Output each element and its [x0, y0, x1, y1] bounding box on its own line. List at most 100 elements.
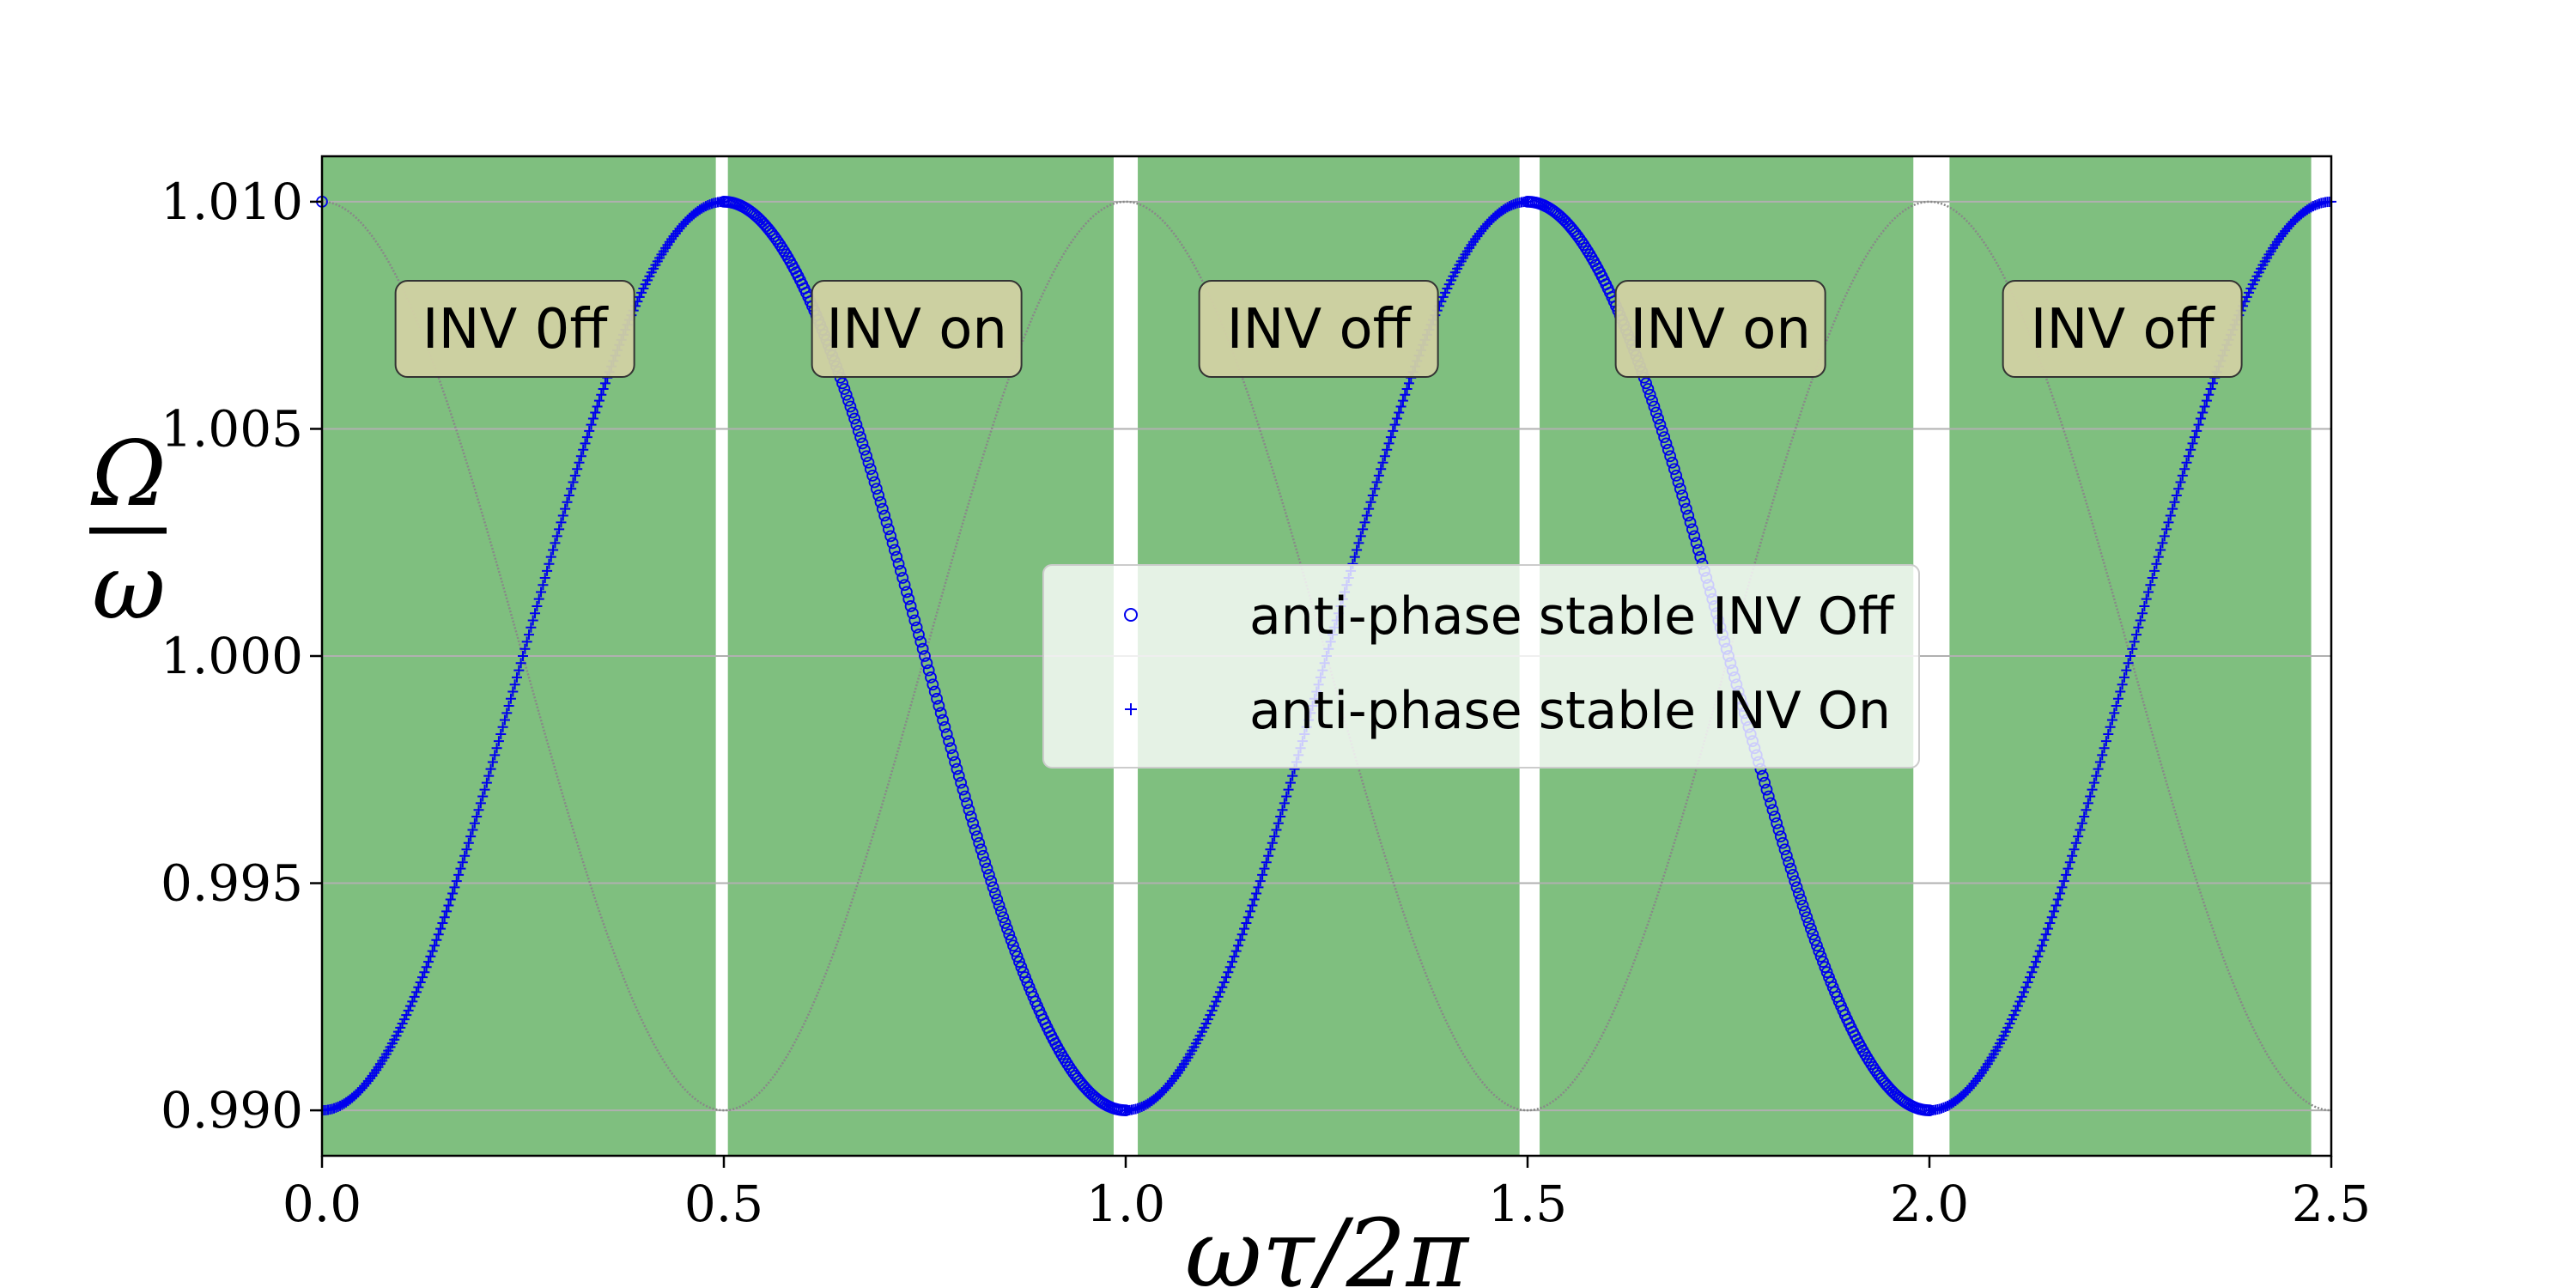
inv-on-point-2-96 — [2117, 679, 2128, 690]
x-tick-label-0: 0.0 — [283, 1175, 361, 1233]
inv-on-point-0-51 — [419, 967, 430, 978]
inv-off-point-1-69 — [856, 437, 869, 450]
inv-off-point-1-76 — [870, 483, 883, 495]
inv-off-point-1-17 — [751, 211, 764, 224]
inv-off-point-1-78 — [874, 495, 887, 508]
inv-on-point-0-105 — [527, 615, 538, 626]
inv-on-point-1-66 — [1253, 882, 1264, 893]
inv-on-point-0-78 — [473, 805, 484, 816]
inv-on-point-0-70 — [457, 857, 468, 868]
inv-on-point-1-123 — [1367, 489, 1378, 501]
inv-on-point-1-114 — [1349, 551, 1360, 562]
inv-off-point-3-70 — [1662, 443, 1674, 456]
inv-on-point-2-74 — [2073, 831, 2084, 842]
inv-off-point-1-87 — [892, 557, 905, 570]
inv-on-point-2-104 — [2133, 622, 2144, 633]
inv-off-point-1-77 — [872, 489, 885, 501]
inv-on-point-0-48 — [413, 981, 424, 993]
inv-on-point-1-128 — [1377, 457, 1388, 468]
inv-on-point-0-57 — [431, 934, 442, 945]
inv-off-point-1-135 — [989, 887, 1001, 900]
inv-off-point-3-67 — [1656, 424, 1668, 437]
y-axis-ticks: 0.990 0.995 1.000 1.005 1.010 — [161, 173, 322, 1139]
inv-off-point-1-128 — [975, 843, 987, 856]
inv-on-point-1-127 — [1376, 464, 1387, 475]
inv-off-point-3-79 — [1680, 502, 1692, 515]
inv-on-point-2-125 — [2175, 477, 2186, 488]
inv-on-point-0-94 — [505, 693, 516, 704]
y-tick-label-3: 1.005 — [161, 399, 303, 458]
inv-on-point-0-65 — [447, 888, 459, 899]
inv-off-point-3-129 — [1780, 849, 1793, 862]
inv-off-point-3-141 — [1805, 922, 1817, 935]
inv-on-point-2-71 — [2067, 850, 2078, 861]
inv-on-point-1-56 — [1233, 940, 1244, 951]
inv-off-point-1-88 — [895, 564, 907, 577]
inv-on-point-0-52 — [421, 962, 432, 973]
inv-off-point-1-149 — [1017, 966, 1030, 979]
inv-on-point-1-69 — [1259, 863, 1270, 874]
inv-on-point-1-82 — [1285, 777, 1296, 788]
inv-on-point-2-41 — [2006, 1014, 2017, 1025]
inv-on-point-0-71 — [459, 850, 471, 861]
inv-on-point-2-128 — [2181, 457, 2192, 468]
inv-off-point-3-120 — [1762, 790, 1775, 803]
inv-on-point-1-120 — [1361, 510, 1372, 521]
inv-off-point-3-69 — [1660, 437, 1673, 450]
inv-on-point-1-55 — [1230, 945, 1242, 957]
inv-on-point-1-23 — [1166, 1075, 1177, 1086]
inv-off-point-1-147 — [1013, 956, 1025, 968]
inv-off-point-1-91 — [901, 586, 913, 598]
inv-off-point-3-66 — [1654, 418, 1667, 431]
inv-on-point-2-79 — [2082, 798, 2093, 809]
inv-off-point-3-26 — [1573, 233, 1586, 246]
inv-on-point-0-47 — [410, 987, 422, 998]
inv-on-point-0-85 — [487, 756, 498, 768]
inv-on-point-2-114 — [2153, 551, 2164, 562]
inv-off-point-1-70 — [858, 443, 871, 456]
inv-on-point-2-59 — [2043, 923, 2054, 934]
inv-off-point-1-92 — [902, 592, 915, 605]
inv-on-point-2-136 — [2197, 407, 2208, 418]
annotation-3: INV on — [1614, 280, 1826, 379]
y-axis-label-denominator: ω — [92, 535, 166, 640]
inv-on-point-2-23 — [1970, 1075, 1981, 1086]
inv-on-point-1-133 — [1388, 425, 1399, 436]
inv-on-point-1-47 — [1214, 987, 1225, 998]
inv-on-point-0-107 — [532, 600, 543, 611]
annotation-box-1 — [811, 280, 1023, 379]
inv-off-point-1-131 — [981, 862, 993, 875]
inv-on-point-1-67 — [1255, 876, 1266, 887]
inv-on-point-2-94 — [2112, 693, 2123, 704]
x-tick-label-5: 2.5 — [2292, 1175, 2371, 1233]
inv-off-point-1-73 — [864, 463, 877, 476]
inv-on-point-2-140 — [2205, 384, 2216, 395]
inv-on-point-2-135 — [2195, 413, 2206, 424]
annotation-label-4: INV off — [2031, 298, 2216, 361]
inv-off-point-1-180 — [1079, 1082, 1092, 1095]
inv-off-point-1-27 — [772, 235, 785, 248]
inv-on-point-2-138 — [2201, 395, 2212, 406]
inv-on-point-2-78 — [2081, 805, 2092, 816]
inv-off-point-1-64 — [846, 406, 859, 419]
inv-on-point-0-135 — [587, 413, 598, 424]
inv-on-point-0-69 — [455, 863, 466, 874]
inv-on-point-1-57 — [1235, 934, 1246, 945]
inv-on-point-0-64 — [445, 894, 456, 905]
inv-on-point-2-42 — [2008, 1010, 2020, 1021]
inv-off-point-1-138 — [995, 905, 1007, 918]
inv-on-point-0-158 — [634, 291, 645, 302]
inv-on-point-0-53 — [423, 957, 434, 968]
inv-on-point-0-42 — [401, 1010, 412, 1021]
inv-on-point-0-115 — [548, 544, 559, 556]
inv-on-point-0-90 — [497, 721, 508, 732]
inv-on-point-2-131 — [2187, 438, 2198, 449]
inv-off-point-3-82 — [1686, 523, 1698, 536]
inv-off-point-1-85 — [889, 544, 901, 556]
inv-on-point-2-105 — [2135, 615, 2146, 626]
inv-on-point-0-113 — [544, 558, 555, 569]
inv-on-point-2-124 — [2173, 483, 2184, 495]
inv-on-point-0-23 — [362, 1075, 374, 1086]
inv-on-point-0-55 — [427, 945, 438, 957]
inv-off-point-3-135 — [1792, 887, 1805, 900]
